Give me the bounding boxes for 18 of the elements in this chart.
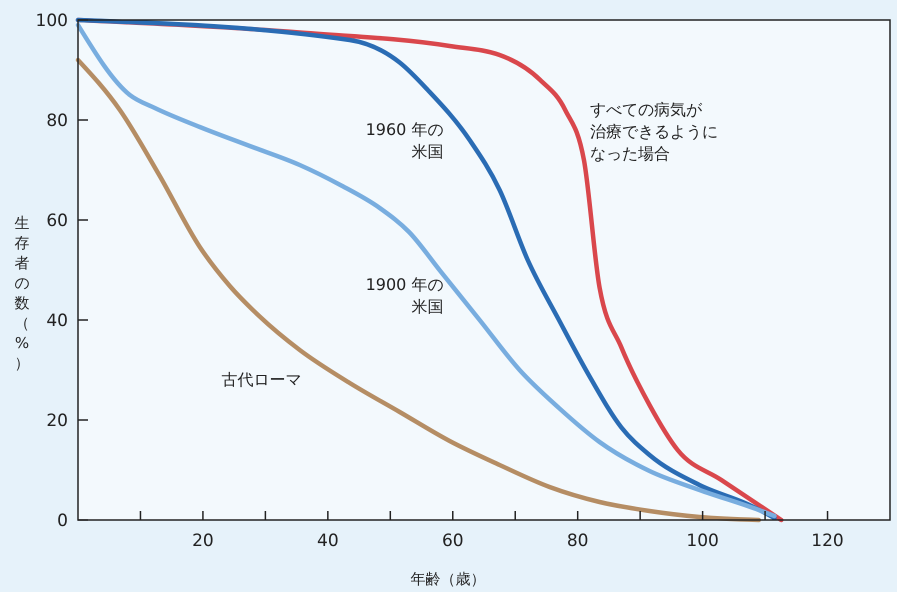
x-tick-label: 60 xyxy=(442,531,464,551)
x-tick-label: 100 xyxy=(686,531,719,551)
y-tick-label: 80 xyxy=(46,111,68,131)
series-label: 古代ローマ xyxy=(222,370,302,389)
y-tick-label: 60 xyxy=(46,211,68,231)
x-tick-label: 80 xyxy=(566,531,589,551)
series-label: 1960 年の米国 xyxy=(366,120,444,161)
y-tick-label: 20 xyxy=(46,411,68,431)
series-label: すべての病気が治療できるようになった場合 xyxy=(590,100,718,163)
x-tick-label: 20 xyxy=(192,531,214,551)
y-tick-label: 0 xyxy=(57,511,68,531)
x-axis-title: 年齢（歳） xyxy=(410,570,486,588)
y-tick-label: 40 xyxy=(46,311,68,331)
series-label: 1900 年の米国 xyxy=(366,275,444,316)
y-axis-title: 生存者の数（%） xyxy=(14,214,30,372)
y-tick-label: 100 xyxy=(36,11,68,31)
x-tick-label: 40 xyxy=(317,531,339,551)
x-tick-label: 120 xyxy=(811,531,844,551)
